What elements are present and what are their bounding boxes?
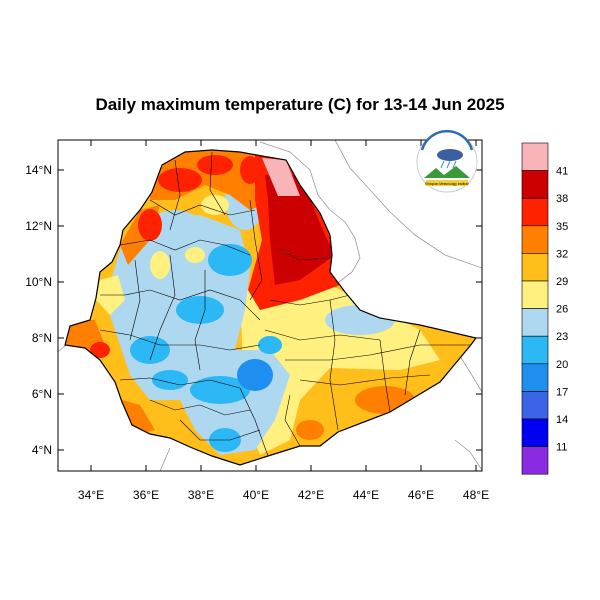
- colorbar-swatch: [521, 446, 549, 475]
- lon-axis: [90, 140, 477, 471]
- lon-tick-label: 44°E: [353, 488, 379, 502]
- colorbar-label: 35: [556, 221, 568, 233]
- colorbar-swatch: [521, 280, 549, 309]
- colorbar-label: 17: [556, 386, 568, 398]
- plot-frame: [57, 139, 483, 472]
- country-outline: [64, 149, 478, 466]
- colorbar-swatch: [521, 253, 549, 282]
- lat-tick-label: 4°N: [32, 443, 52, 457]
- colorbar-label: 41: [556, 166, 568, 178]
- colorbar-label: 23: [556, 331, 568, 343]
- colorbar: 41 38 35 32 29 26 23 20 17 14 11: [521, 142, 568, 475]
- institute-logo: Ethiopian Meteorology Institute: [416, 129, 478, 193]
- colorbar-label: 20: [556, 359, 568, 371]
- lat-tick-label: 8°N: [32, 331, 52, 345]
- colorbar-label: 29: [556, 276, 568, 288]
- colorbar-label: 26: [556, 304, 568, 316]
- colorbar-swatch: [521, 225, 549, 254]
- colorbar-swatch: [521, 391, 549, 420]
- colorbar-swatch: [521, 363, 549, 392]
- colorbar-label: 11: [556, 442, 567, 454]
- lon-tick-label: 42°E: [298, 488, 324, 502]
- map-title: Daily maximum temperature (C) for 13-14 …: [95, 95, 505, 114]
- lon-tick-label: 34°E: [78, 488, 104, 502]
- colorbar-swatch: [521, 197, 549, 227]
- lat-tick-label: 14°N: [25, 163, 52, 177]
- colorbar-swatch: [521, 142, 549, 171]
- colorbar-label: 32: [556, 248, 568, 260]
- colorbar-swatch: [521, 418, 549, 447]
- lon-tick-label: 38°E: [188, 488, 214, 502]
- cloud-icon: [437, 149, 463, 161]
- mountain-icon: [424, 166, 470, 178]
- lat-tick-label: 6°N: [32, 387, 52, 401]
- colorbar-label: 14: [556, 414, 568, 426]
- logo-caption: Ethiopian Meteorology Institute: [425, 182, 469, 186]
- colorbar-label: 38: [556, 193, 568, 205]
- lat-axis: [58, 169, 482, 451]
- lon-tick-label: 36°E: [133, 488, 159, 502]
- admin-boundaries: [99, 151, 470, 457]
- colorbar-swatch: [521, 170, 549, 199]
- colorbar-swatch: [521, 335, 549, 365]
- lon-tick-label: 40°E: [243, 488, 269, 502]
- lat-tick-label: 12°N: [25, 219, 52, 233]
- lon-tick-label: 48°E: [463, 488, 489, 502]
- colorbar-swatch: [521, 308, 549, 337]
- lon-tick-label: 46°E: [408, 488, 434, 502]
- lat-tick-label: 10°N: [25, 275, 52, 289]
